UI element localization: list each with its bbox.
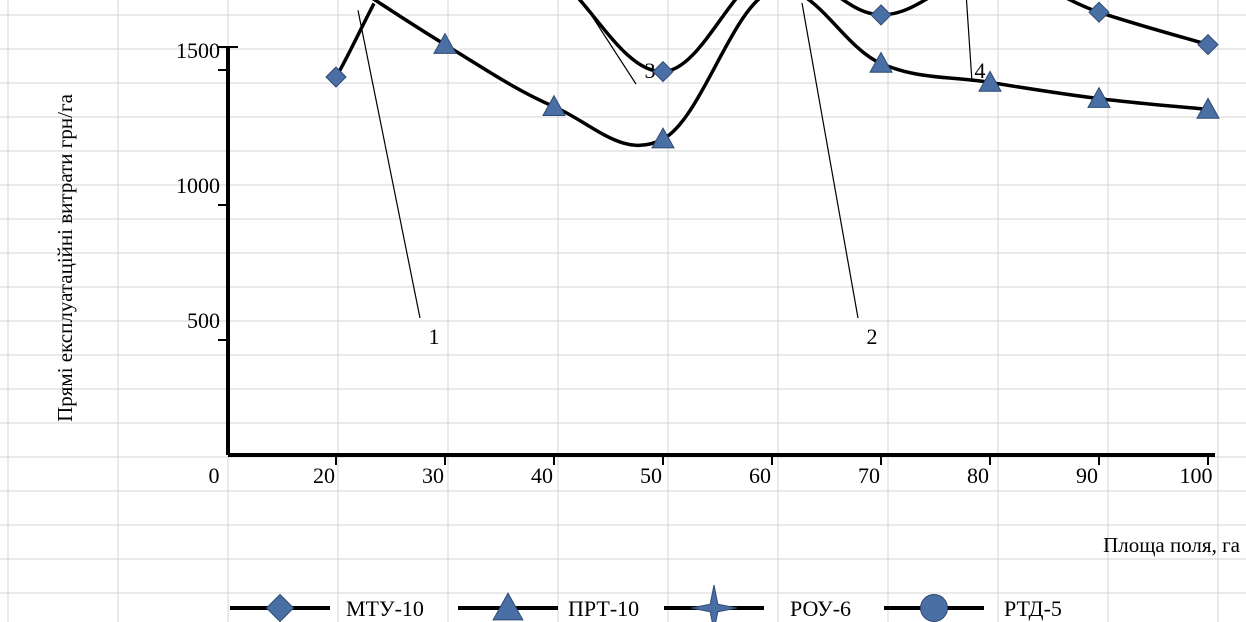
legend-triangle-icon [492,592,524,621]
x-tick-label: 40 [531,463,553,488]
data-point [652,60,674,83]
x-tick-label: 30 [422,463,444,488]
annotations: 1 2 3 4 [357,0,986,349]
x-tick-label: 80 [967,463,989,488]
legend-star-icon [690,584,738,622]
x-tick-label: 20 [313,463,335,488]
data-point [1196,97,1220,119]
x-tick-label: 0 [209,463,220,488]
data-point [1087,86,1111,108]
data-point [433,32,457,54]
annotation-label: 1 [429,324,440,349]
series-lines [333,0,1209,149]
x-axis-title: Площа поля, га [1103,533,1241,557]
series-line [334,0,1209,78]
series-line-halo [333,0,1209,79]
legend: МТУ-10 ПРТ-10 РОУ-6 РТД-5 [230,584,1062,622]
data-point [651,127,675,149]
axes [218,46,1215,465]
data-point [978,70,1002,92]
x-tick-label: 100 [1180,463,1213,488]
series-line [371,0,1209,147]
annotation-leader [801,2,859,319]
annotation-leader [965,0,973,83]
x-tick-label: 90 [1076,463,1098,488]
data-point [1197,33,1219,56]
legend-label: РОУ-6 [790,596,851,621]
data-point [325,66,347,88]
legend-circle-icon [920,594,948,622]
data-point [542,94,566,116]
y-tick-label: 500 [187,308,220,333]
x-tick-label: 60 [749,463,771,488]
y-tick-label: 1000 [176,173,220,198]
legend-label: МТУ-10 [346,596,424,621]
legend-label: РТД-5 [1004,596,1062,621]
y-axis-title: Прямі експлуатаційні витрати грн/га [53,93,77,421]
annotation-label: 2 [867,324,878,349]
data-point [1088,1,1110,23]
annotation-leader [580,0,637,85]
data-point [870,4,892,26]
tick-labels: 5001000150020002500300002030405060708090… [176,38,1213,488]
annotation-label: 3 [645,58,656,83]
x-tick-label: 50 [640,463,662,488]
legend-label: ПРТ-10 [568,596,639,621]
x-tick-label: 70 [858,463,880,488]
annotation-leader [357,10,421,319]
data-point [869,51,893,73]
markers [325,1,1220,149]
annotation-label: 4 [975,58,986,83]
legend-diamond-icon [265,593,295,622]
series-line-halo [368,0,1209,149]
y-tick-label: 1500 [176,38,220,63]
